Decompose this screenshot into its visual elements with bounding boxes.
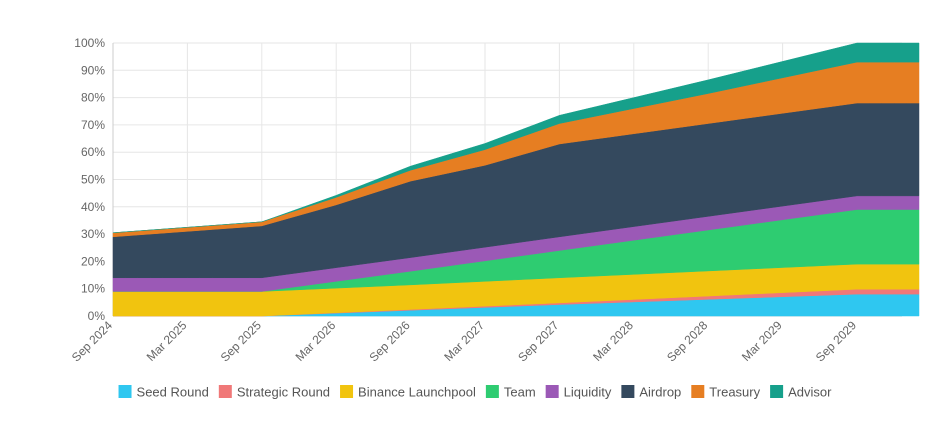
y-tick-label: 0% — [88, 309, 106, 323]
y-tick-label: 80% — [81, 91, 105, 105]
legend-swatch-team — [485, 385, 499, 398]
y-tick-label: 30% — [81, 227, 105, 241]
series-areas — [112, 42, 920, 317]
x-tick-label: Sep 2028 — [664, 318, 710, 364]
x-tick-label: Mar 2028 — [590, 318, 636, 364]
legend: Seed Round Strategic Round Binance Launchp… — [118, 385, 832, 400]
legend-label-airdrop: Airdrop — [639, 385, 681, 400]
x-tick-label: Sep 2029 — [813, 318, 859, 364]
legend-label-liquidity: Liquidity — [564, 385, 612, 400]
legend-swatch-treasury — [691, 385, 705, 398]
x-tick-label: Mar 2025 — [144, 318, 190, 364]
legend-swatch-advisor — [770, 385, 784, 398]
x-tick-label: Mar 2026 — [293, 318, 339, 364]
y-tick-label: 90% — [81, 63, 105, 77]
x-tick-label: Sep 2025 — [218, 318, 264, 364]
series-area-advisor — [112, 42, 920, 233]
x-tick-label: Sep 2026 — [366, 318, 412, 364]
legend-label-advisor: Advisor — [788, 385, 832, 400]
legend-label-strategic-round: Strategic Round — [237, 385, 330, 400]
legend-swatch-seed-round — [118, 385, 132, 398]
legend-label-treasury: Treasury — [709, 385, 760, 400]
y-tick-label: 70% — [81, 118, 105, 132]
legend-swatch-binance-launchpool — [340, 385, 354, 398]
x-tick-label: Mar 2027 — [441, 318, 487, 364]
x-tick-label: Sep 2027 — [515, 318, 561, 364]
legend-swatch-liquidity — [545, 385, 559, 398]
y-tick-label: 40% — [81, 200, 105, 214]
y-tick-label: 10% — [81, 282, 105, 296]
x-tick-label: Sep 2024 — [69, 318, 115, 364]
y-tick-label: 60% — [81, 145, 105, 159]
y-tick-label: 100% — [74, 36, 105, 50]
legend-label-binance-launchpool: Binance Launchpool — [358, 385, 476, 400]
x-tick-label: Mar 2029 — [739, 318, 785, 364]
legend-swatch-airdrop — [621, 385, 635, 398]
legend-swatch-strategic-round — [218, 385, 232, 398]
legend-label-team: Team — [504, 385, 536, 400]
legend-label-seed-round: Seed Round — [137, 385, 209, 400]
y-tick-label: 50% — [81, 173, 105, 187]
y-tick-label: 20% — [81, 254, 105, 268]
